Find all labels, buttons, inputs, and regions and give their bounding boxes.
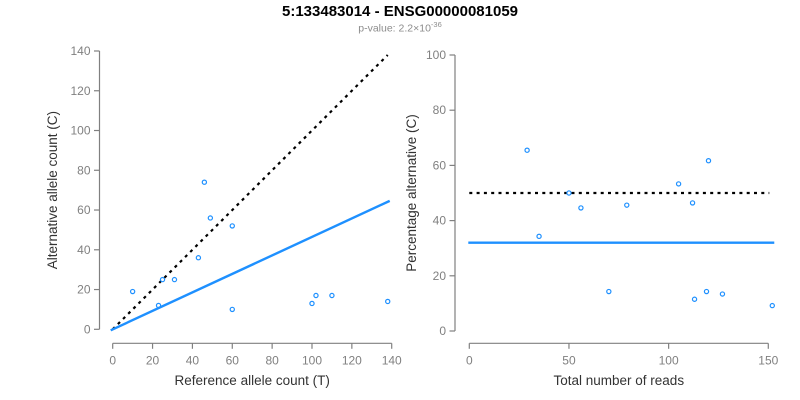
percentage-reads-plot-data-point <box>624 202 630 208</box>
allele-counts-plot-data-point <box>309 300 315 307</box>
percentage-reads-plot-data-point <box>689 200 696 206</box>
percentage-reads-plot-x-tick-label: 0 <box>466 353 473 367</box>
allele-counts-plot-x-tick-label: 60 <box>226 353 240 367</box>
allele-counts-plot-y-tick-label: 80 <box>77 163 91 177</box>
percentage-reads-plot: 0 20 40 60 80 100 0 50 100 150 Total number of rea… <box>404 48 779 388</box>
allele-counts-plot-data-point <box>155 302 162 309</box>
allele-counts-plot-y-axis-title: Alternative allele count (C) <box>45 111 60 269</box>
allele-counts-plot-x-tick-label: 40 <box>186 353 200 367</box>
allele-counts-plot-data-point <box>207 215 214 221</box>
allele-counts-plot-data-point <box>171 276 178 283</box>
allele-counts-plot-data-point <box>159 276 166 283</box>
fit-line <box>110 199 391 332</box>
identity-line <box>111 54 389 331</box>
percentage-reads-plot-data-point <box>536 233 542 240</box>
allele-counts-plot-x-tick-label: 120 <box>342 353 362 367</box>
pvalue-text: p-value: 2.2×10 <box>358 22 431 35</box>
figure-title: 5:133483014 - ENSG00000081059 <box>281 3 519 20</box>
allele-counts-plot-x-tick-label: 100 <box>302 353 322 367</box>
allele-counts-plot-x-tick-label: 20 <box>146 353 160 367</box>
allele-counts-plot-y-tick-label: 120 <box>70 84 90 98</box>
allele-counts-plot-data-point <box>201 179 208 185</box>
percentage-reads-plot-y-tick-label: 80 <box>433 103 447 117</box>
percentage-reads-plot-data-point <box>524 147 530 153</box>
allele-counts-plot-data-point <box>229 306 235 313</box>
allele-counts-plot-y-tick-label: 0 <box>84 322 91 336</box>
percentage-reads-plot-y-tick-label: 0 <box>439 324 446 338</box>
percentage-reads-plot-y-tick-label: 60 <box>433 158 447 172</box>
allele-counts-plot-y-tick-label: 140 <box>70 44 90 58</box>
percentage-reads-plot-data-point <box>691 296 698 302</box>
percentage-reads-plot-data-point <box>705 158 712 164</box>
percentage-reads-plot-data-point <box>719 291 726 297</box>
allele-counts-plot-x-tick-label: 140 <box>382 353 402 367</box>
allele-counts-plot-data-point <box>129 288 136 295</box>
allele-counts-plot-data-point <box>313 292 319 299</box>
percentage-reads-plot-y-tick-label: 20 <box>433 269 447 283</box>
percentage-reads-plot-data-point <box>675 181 682 187</box>
allele-counts-plot-data-point <box>329 292 335 299</box>
allele-counts-plot-y-tick-label: 60 <box>77 203 91 217</box>
allele-counts-plot-y-tick-label: 40 <box>77 243 91 257</box>
percentage-reads-plot-x-tick-label: 150 <box>758 353 778 367</box>
percentage-reads-plot-data-point <box>606 288 612 295</box>
allele-counts-plot-x-tick-label: 80 <box>265 353 279 367</box>
percentage-reads-plot-x-axis-title: Total number of reads <box>554 373 685 388</box>
pvalue-exponent: -36 <box>430 20 442 29</box>
percentage-reads-plot-data-point <box>566 190 572 196</box>
figure-subtitle: p-value: 2.2×10-36 <box>0 20 800 35</box>
allele-counts-plot-x-axis-title: Reference allele count (T) <box>175 373 330 388</box>
percentage-reads-plot-y-tick-label: 100 <box>426 48 446 62</box>
allele-counts-plot: 0 20 40 60 80 100 120 140 0 20 40 60 80 100 120 140 Refe… <box>45 44 402 388</box>
allele-counts-plot-data-point <box>195 255 202 261</box>
percentage-reads-plot-y-axis-title: Percentage alternative (C) <box>404 114 419 272</box>
percentage-reads-plot-x-tick-label: 50 <box>562 353 576 367</box>
allele-counts-plot-data-point <box>229 223 235 229</box>
percentage-reads-plot-data-point <box>578 205 584 211</box>
allele-counts-plot-y-tick-label: 100 <box>70 124 90 138</box>
percentage-reads-plot-x-tick-label: 100 <box>659 353 679 367</box>
percentage-reads-plot-data-point <box>769 302 775 309</box>
percentage-reads-plot-data-point <box>703 288 710 295</box>
allele-counts-plot-data-point <box>385 298 391 305</box>
percentage-reads-plot-y-tick-label: 40 <box>433 214 447 228</box>
allele-counts-plot-y-tick-label: 20 <box>77 283 91 297</box>
allele-counts-plot-x-tick-label: 0 <box>109 353 116 367</box>
